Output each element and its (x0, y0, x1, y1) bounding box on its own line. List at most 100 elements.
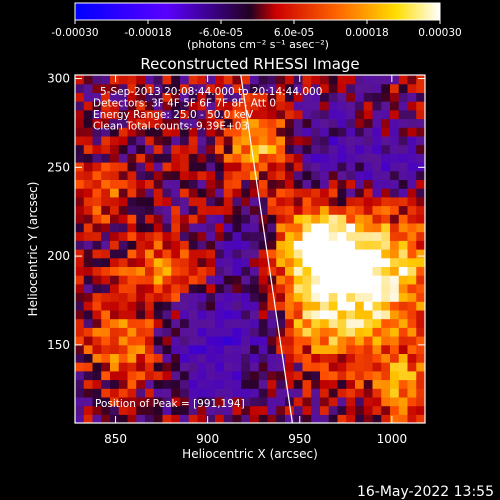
heatmap-cell (206, 231, 216, 241)
heatmap-cell (267, 336, 277, 346)
heatmap-cell (258, 283, 269, 294)
heatmap-cell (276, 144, 286, 154)
heatmap-cell (171, 127, 181, 137)
heatmap-cell (285, 301, 295, 311)
heatmap-cell (75, 205, 85, 215)
heatmap-cell (215, 83, 225, 93)
heatmap-cell (145, 309, 155, 320)
heatmap-cell (75, 257, 85, 267)
heatmap-cell (320, 179, 330, 189)
heatmap-cell (416, 266, 425, 276)
heatmap-cell (206, 266, 216, 276)
heatmap-cell (328, 396, 339, 407)
heatmap-cell (92, 362, 102, 372)
heatmap-cell (416, 283, 425, 294)
heatmap-cell (258, 188, 269, 198)
heatmap-cell (407, 144, 417, 154)
heatmap-cell (171, 101, 181, 111)
heatmap-cell (162, 214, 172, 224)
heatmap-cell (180, 144, 190, 154)
heatmap-cell (197, 205, 207, 215)
heatmap-cell (337, 214, 347, 224)
heatmap-cell (276, 283, 286, 294)
heatmap-cell (258, 257, 269, 267)
heatmap-cell (372, 135, 382, 146)
heatmap-cell (416, 75, 425, 85)
heatmap-cell (83, 83, 94, 93)
heatmap-cell (363, 379, 374, 389)
heatmap-cell (363, 301, 374, 311)
heatmap-cell (311, 170, 321, 180)
heatmap-cell (127, 231, 137, 241)
heatmap-cell (180, 118, 190, 128)
heatmap-cell (285, 214, 295, 224)
heatmap-cell (267, 153, 277, 163)
heatmap-cell (381, 127, 391, 137)
heatmap-cell (83, 249, 94, 259)
heatmap-cell (215, 336, 225, 346)
heatmap-cell (302, 83, 312, 93)
heatmap-cell (267, 240, 277, 250)
heatmap-cell (215, 353, 225, 363)
heatmap-cell (372, 101, 382, 111)
heatmap-cell (188, 301, 199, 311)
heatmap-cell (75, 379, 85, 389)
heatmap-cell (346, 353, 356, 363)
heatmap-cell (276, 379, 286, 389)
heatmap-cell (223, 301, 234, 311)
heatmap-cell (276, 318, 286, 328)
heatmap-cell (390, 370, 400, 381)
heatmap-cell (276, 170, 286, 180)
heatmap-cell (197, 127, 207, 137)
heatmap-cell (372, 92, 382, 102)
heatmap-cell (136, 370, 146, 381)
heatmap-cell (390, 266, 400, 276)
heatmap-cell (328, 309, 339, 320)
heatmap-cell (136, 414, 146, 423)
heatmap-cell (206, 336, 216, 346)
heatmap-cell (118, 118, 129, 128)
heatmap-cell (276, 222, 286, 233)
heatmap-cell (302, 309, 312, 320)
heatmap-cell (232, 327, 242, 337)
heatmap-cell (83, 214, 94, 224)
heatmap-cell (162, 327, 172, 337)
heatmap-cell (337, 388, 347, 398)
x-tick-label: 1000 (377, 432, 408, 446)
heatmap-cell (320, 301, 330, 311)
heatmap-cell (355, 135, 365, 146)
heatmap-cell (127, 196, 137, 207)
heatmap-cell (110, 135, 120, 146)
heatmap-cell (83, 240, 94, 250)
heatmap-cell (320, 214, 330, 224)
heatmap-cell (311, 283, 321, 294)
heatmap-cell (180, 214, 190, 224)
heatmap-cell (381, 214, 391, 224)
heatmap-cell (311, 75, 321, 85)
heatmap-cell (127, 275, 137, 285)
heatmap-cell (171, 405, 181, 415)
heatmap-cell (215, 301, 225, 311)
heatmap-cell (232, 214, 242, 224)
heatmap-cell (258, 75, 269, 85)
heatmap-cell (136, 405, 146, 415)
heatmap-cell (206, 75, 216, 85)
heatmap-cell (118, 179, 129, 189)
heatmap-cell (241, 222, 251, 233)
heatmap-cell (372, 162, 382, 172)
heatmap-cell (250, 362, 260, 372)
heatmap-cell (320, 240, 330, 250)
heatmap-cell (372, 83, 382, 93)
heatmap-cell (145, 179, 155, 189)
heatmap-cell (83, 92, 94, 102)
heatmap-cell (145, 118, 155, 128)
heatmap-cell (180, 83, 190, 93)
heatmap-cell (162, 257, 172, 267)
heatmap-cell (162, 414, 172, 423)
heatmap-cell (101, 118, 111, 128)
heatmap-cell (320, 275, 330, 285)
heatmap-cell (355, 301, 365, 311)
heatmap-cell (267, 170, 277, 180)
heatmap-cell (328, 170, 339, 180)
heatmap-cell (215, 118, 225, 128)
